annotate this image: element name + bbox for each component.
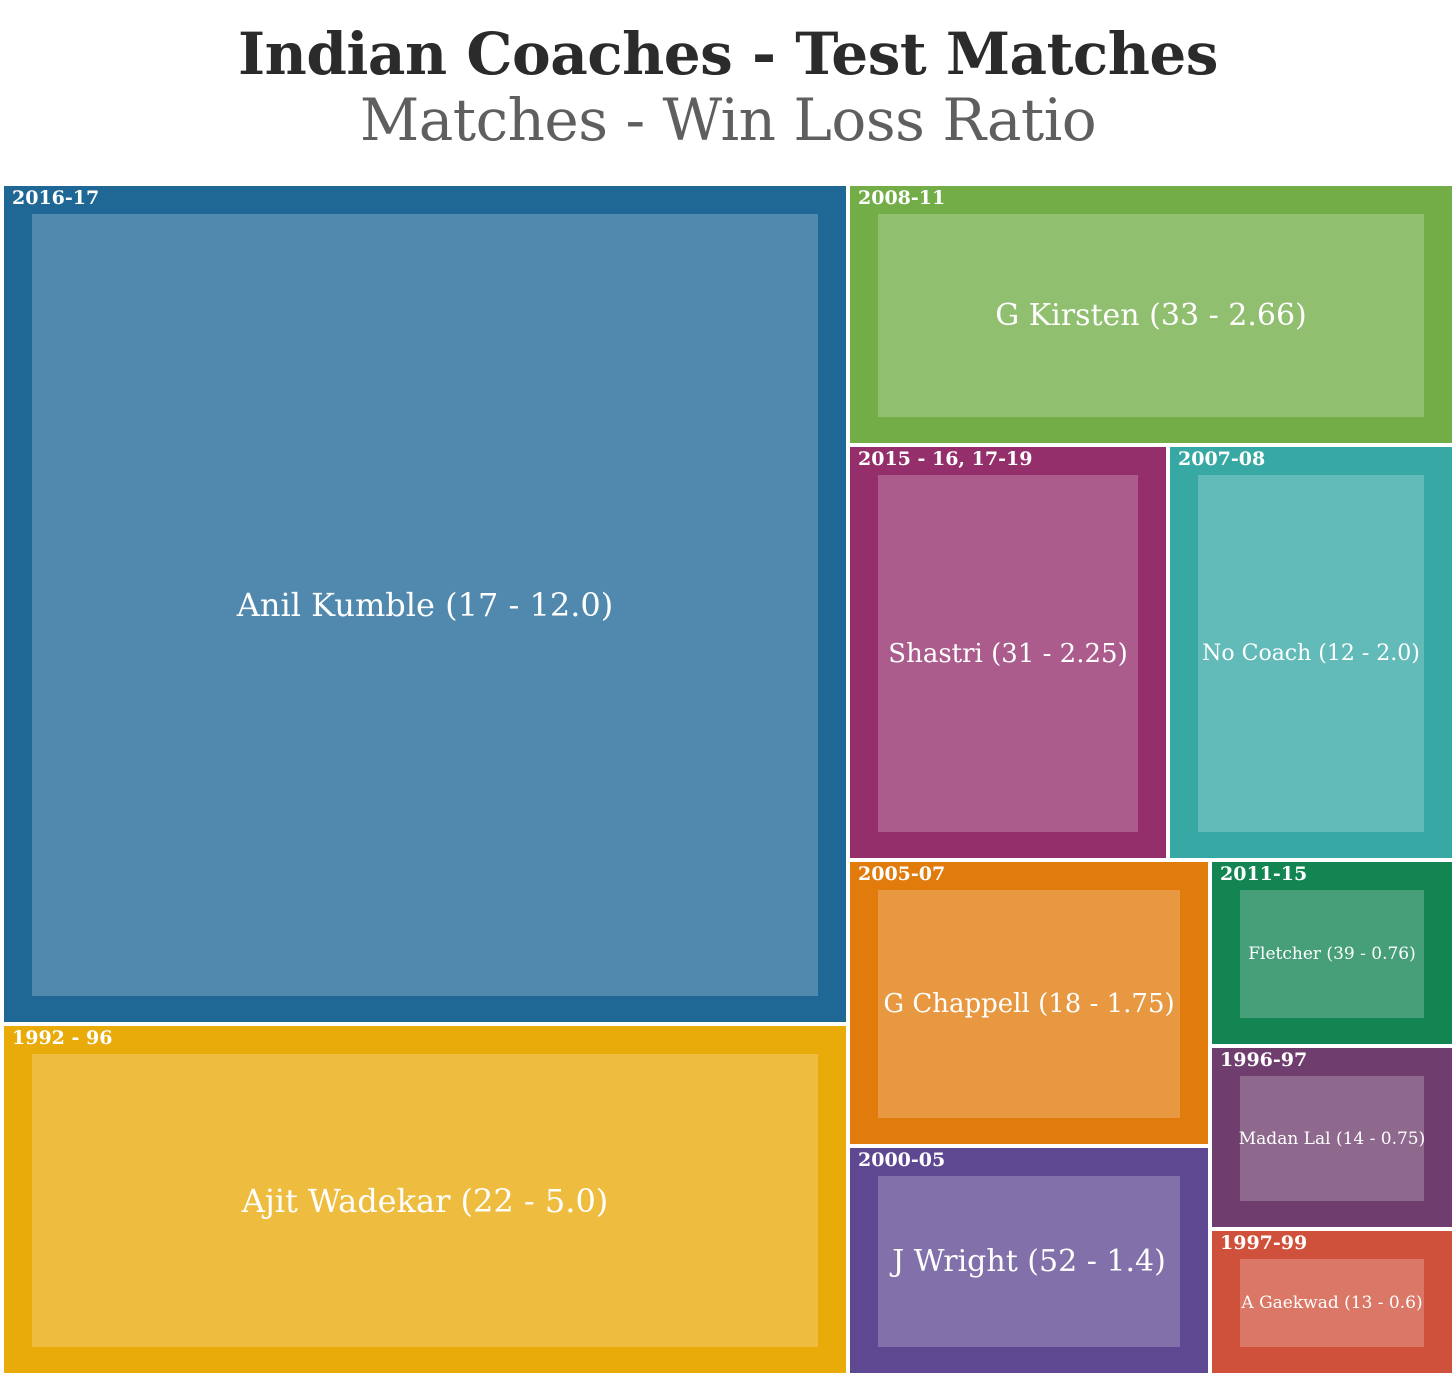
treemap-cell-label: Madan Lal (14 - 0.75): [1238, 1128, 1426, 1149]
treemap-period-label: 2015 - 16, 17-19: [858, 448, 1033, 470]
treemap-inner-box: Shastri (31 - 2.25): [878, 475, 1138, 832]
treemap-cell-a-gaekwad: 1997-99 A Gaekwad (13 - 0.6): [1210, 1229, 1454, 1375]
treemap-cell-label: Ajit Wadekar (22 - 5.0): [241, 1181, 609, 1220]
treemap-period-label: 2011-15: [1220, 863, 1308, 885]
treemap-inner-box: Madan Lal (14 - 0.75): [1238, 1076, 1426, 1201]
treemap-cell-label: J Wright (52 - 1.4): [892, 1244, 1166, 1279]
treemap-inner-box: Fletcher (39 - 0.76): [1240, 890, 1424, 1018]
treemap-period-label: 2005-07: [858, 863, 946, 885]
treemap-cell-label: Shastri (31 - 2.25): [888, 638, 1128, 669]
treemap-cell-g-kirsten: 2008-11 G Kirsten (33 - 2.66): [848, 184, 1454, 445]
treemap-cell-shastri: 2015 - 16, 17-19 Shastri (31 - 2.25): [848, 445, 1168, 860]
chart-title: Indian Coaches - Test Matches: [238, 20, 1218, 88]
treemap-cell-label: G Chappell (18 - 1.75): [883, 989, 1175, 1019]
treemap-period-label: 1996-97: [1220, 1049, 1308, 1071]
treemap-cell-g-chappell: 2005-07 G Chappell (18 - 1.75): [848, 860, 1210, 1146]
treemap-inner-box: G Chappell (18 - 1.75): [878, 890, 1180, 1118]
treemap-cell-no-coach: 2007-08 No Coach (12 - 2.0): [1168, 445, 1454, 860]
treemap-period-label: 2008-11: [858, 187, 946, 209]
treemap-cell-label: A Gaekwad (13 - 0.6): [1241, 1293, 1423, 1313]
treemap-inner-box: No Coach (12 - 2.0): [1198, 475, 1424, 832]
treemap-period-label: 2007-08: [1178, 448, 1266, 470]
treemap-cell-anil-kumble: 2016-17 Anil Kumble (17 - 12.0): [2, 184, 848, 1024]
treemap-period-label: 2016-17: [12, 187, 100, 209]
treemap-inner-box: Anil Kumble (17 - 12.0): [32, 214, 818, 996]
treemap-period-label: 1992 - 96: [12, 1027, 113, 1049]
chart-header: Indian Coaches - Test Matches Matches - …: [0, 0, 1456, 184]
treemap-cell-madan-lal: 1996-97 Madan Lal (14 - 0.75): [1210, 1046, 1454, 1229]
treemap-cell-ajit-wadekar: 1992 - 96 Ajit Wadekar (22 - 5.0): [2, 1024, 848, 1375]
treemap-inner-box: A Gaekwad (13 - 0.6): [1240, 1259, 1424, 1347]
treemap-cell-label: No Coach (12 - 2.0): [1202, 641, 1420, 666]
treemap-inner-box: G Kirsten (33 - 2.66): [878, 214, 1424, 417]
treemap-inner-box: Ajit Wadekar (22 - 5.0): [32, 1054, 818, 1347]
treemap-inner-box: J Wright (52 - 1.4): [878, 1176, 1180, 1347]
treemap-cell-fletcher: 2011-15 Fletcher (39 - 0.76): [1210, 860, 1454, 1046]
treemap-period-label: 1997-99: [1220, 1232, 1308, 1254]
treemap-cell-label: Anil Kumble (17 - 12.0): [236, 586, 614, 624]
chart-subtitle: Matches - Win Loss Ratio: [359, 86, 1097, 154]
treemap-cell-label: G Kirsten (33 - 2.66): [995, 298, 1307, 333]
treemap-cell-label: Fletcher (39 - 0.76): [1248, 944, 1416, 964]
treemap-cell-j-wright: 2000-05 J Wright (52 - 1.4): [848, 1146, 1210, 1375]
treemap-period-label: 2000-05: [858, 1149, 946, 1171]
